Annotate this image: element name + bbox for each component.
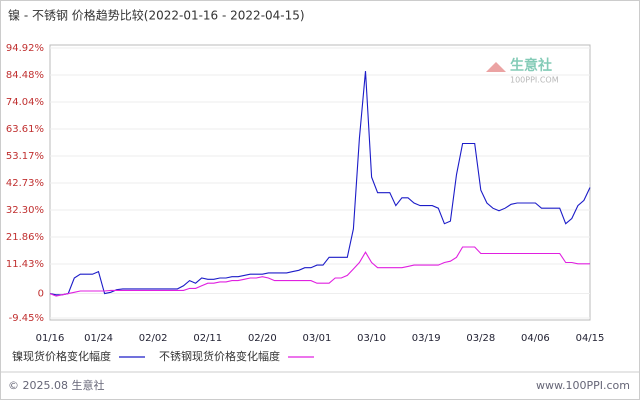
- x-tick-label: 04/06: [521, 333, 550, 344]
- y-tick-label: 11.43%: [6, 259, 44, 270]
- series-line: [49, 71, 591, 296]
- y-tick-label: 42.73%: [6, 178, 44, 189]
- y-tick-label: 32.30%: [6, 205, 44, 216]
- copyright: © 2025.08 生意社: [8, 378, 104, 392]
- plot-area: [49, 44, 591, 321]
- x-tick-label: 03/19: [412, 333, 441, 344]
- brand-name: 生意社: [510, 57, 552, 74]
- y-tick-label: 94.92%: [6, 43, 44, 54]
- x-tick-label: 04/15: [576, 333, 605, 344]
- y-tick-label: 21.86%: [6, 232, 44, 243]
- series-line: [49, 246, 590, 297]
- x-tick-label: 03/01: [303, 333, 332, 344]
- logo: [486, 62, 506, 72]
- y-tick-label: 84.48%: [6, 70, 44, 81]
- site: www.100PPI.com: [536, 379, 630, 392]
- brand-site: 100PPI.COM: [510, 76, 559, 85]
- x-tick-label: 03/28: [466, 333, 495, 344]
- x-tick-label: 03/10: [357, 333, 386, 344]
- watermark: 生意社 100PPI.COM: [486, 57, 559, 85]
- x-tick-label: 01/24: [84, 333, 113, 344]
- x-tick-label: 02/20: [248, 333, 277, 344]
- x-tick-label: 01/16: [36, 333, 65, 344]
- x-tick-label: 02/11: [193, 333, 222, 344]
- legend-label: 镍现货价格变化幅度: [12, 349, 111, 363]
- chart-title: 镍 - 不锈钢 价格趋势比较(2022-01-16 - 2022-04-15): [8, 8, 305, 23]
- y-tick-label: 53.17%: [6, 151, 44, 162]
- legend-label: 不锈钢现货价格变化幅度: [159, 349, 280, 363]
- y-tick-label: 63.61%: [6, 124, 44, 135]
- x-tick-label: 02/02: [139, 333, 168, 344]
- y-tick-label: 0: [38, 289, 44, 300]
- y-tick-label: -9.45%: [9, 313, 44, 324]
- y-tick-label: 74.04%: [6, 97, 44, 108]
